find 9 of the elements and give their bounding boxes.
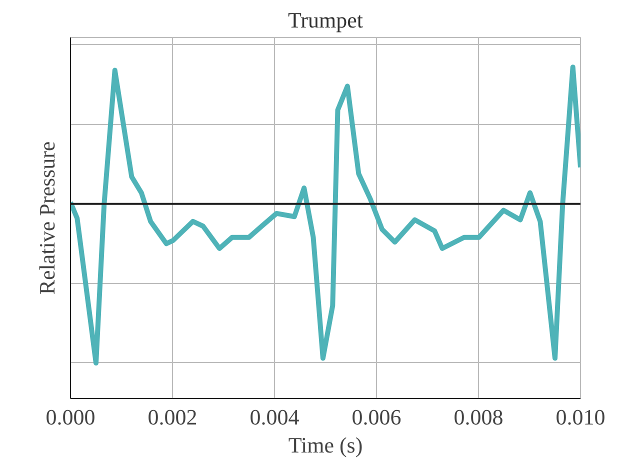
x-axis-title: Time (s): [288, 432, 363, 458]
x-tick-label: 0.006: [352, 404, 402, 430]
x-tick-label: 0.002: [148, 404, 198, 430]
y-axis-title: Relative Pressure: [34, 141, 60, 295]
x-tick-label: 0.004: [250, 404, 300, 430]
chart-title: Trumpet: [288, 8, 363, 32]
x-tick-label: 0.008: [454, 404, 504, 430]
x-tick-label: 0.010: [556, 404, 606, 430]
x-tick-label: 0.000: [46, 404, 96, 430]
